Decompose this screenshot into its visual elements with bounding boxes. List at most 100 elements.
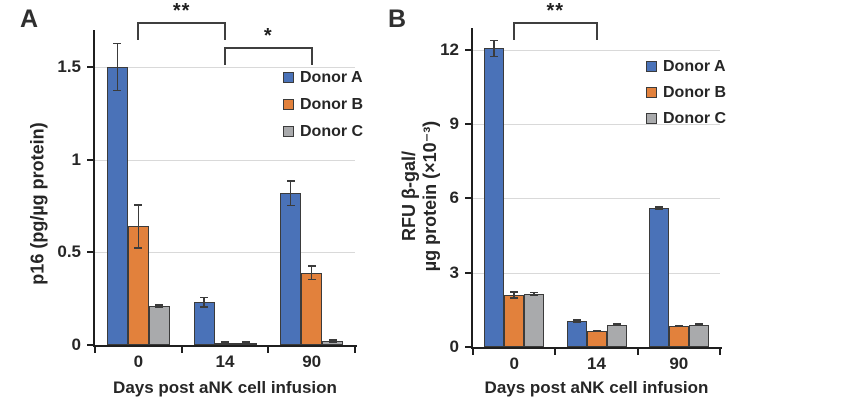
error-bar-cap [221, 341, 229, 343]
error-bar [575, 319, 578, 323]
error-bar [289, 180, 292, 206]
y-axis-title: RFU β-gal/µg protein (×10⁻³) [399, 36, 441, 356]
y-tick-label: 0 [449, 337, 459, 356]
y-axis-tick [87, 344, 93, 346]
significance-label: * [263, 25, 273, 47]
error-bar-cap [694, 324, 703, 326]
legend-item: Donor B [283, 96, 373, 117]
error-bar [116, 42, 119, 92]
legend-label: Donor C [300, 123, 364, 140]
significance-bracket-tick [224, 22, 226, 40]
x-axis-title: Days post aNK cell infusion [113, 378, 337, 397]
y-tick-label: 0 [71, 335, 81, 354]
error-bar-cap [490, 55, 499, 57]
legend-label: Donor B [300, 96, 364, 113]
error-bar-cap [592, 330, 601, 333]
bar-donor-b-day-14 [586, 330, 607, 347]
error-bar-cap [674, 325, 683, 328]
x-axis-tick [554, 349, 557, 355]
x-tick-label: 0 [509, 354, 519, 373]
y-tick-label: 1.5 [57, 57, 81, 76]
x-axis-tick [472, 349, 474, 355]
error-bar-cap [328, 339, 337, 341]
significance-bracket-tick [137, 22, 140, 40]
error-bar [310, 265, 313, 281]
bar-donor-c-day-14 [606, 324, 627, 347]
error-bar-cap [572, 319, 581, 321]
y-tick-label: 0.5 [57, 242, 81, 262]
x-tick-label: 90 [669, 354, 689, 373]
error-bar [245, 341, 247, 345]
y-axis-tick [465, 48, 471, 51]
bar-donor-b-day-90 [668, 325, 689, 347]
legend-label: Donor A [300, 69, 363, 86]
bar-donor-c-day-90 [688, 324, 709, 347]
error-bar-cap [242, 341, 250, 343]
error-bar-cap [510, 297, 519, 299]
error-bar-cap [674, 324, 683, 327]
x-axis-tick [94, 347, 96, 353]
y-axis-tick [87, 251, 93, 254]
significance-bracket-tick [224, 47, 226, 65]
error-bar-cap [286, 204, 295, 206]
error-bar-cap [200, 306, 208, 308]
error-bar-cap [307, 278, 316, 281]
significance-bracket [224, 47, 313, 49]
x-axis-tick [719, 349, 721, 355]
y-tick-label: 3 [449, 262, 459, 282]
gridline [95, 252, 355, 254]
error-bar-cap [221, 343, 229, 345]
y-axis-title-line: µg protein (×10⁻³) [420, 120, 440, 272]
y-axis-tick [465, 271, 471, 274]
error-bar [513, 291, 515, 299]
error-bar-cap [307, 265, 316, 267]
error-bar-cap [200, 296, 208, 299]
error-bar-cap [510, 291, 519, 293]
y-axis-tick [465, 346, 471, 348]
bar-donor-b-day-0 [504, 294, 525, 347]
significance-label: ** [172, 0, 191, 22]
gridline [95, 67, 355, 68]
error-bar-cap [694, 323, 703, 325]
significance-bracket [137, 22, 226, 24]
y-axis-line [93, 30, 95, 347]
x-tick-label: 90 [302, 352, 322, 371]
x-tick-label: 14 [215, 352, 235, 371]
error-bar-cap [612, 323, 621, 325]
error-bar-cap [113, 89, 122, 92]
significance-label: ** [546, 0, 565, 22]
legend-item: Donor B [646, 84, 736, 105]
error-bar-cap [328, 341, 337, 344]
y-tick-label: 6 [449, 188, 459, 208]
error-bar-cap [530, 291, 539, 294]
legend-swatch-icon [646, 61, 657, 72]
legend-swatch-icon [646, 113, 657, 124]
error-bar [224, 341, 226, 345]
error-bar [158, 304, 161, 308]
legend-swatch-icon [283, 99, 294, 110]
x-axis-title: Days post aNK cell infusion [484, 378, 709, 397]
error-bar-cap [134, 247, 143, 249]
error-bar-cap [134, 204, 143, 206]
x-tick-label: 0 [133, 352, 144, 371]
y-axis-line [471, 28, 473, 349]
legend-item: Donor A [283, 69, 373, 90]
error-bar-cap [286, 180, 295, 182]
significance-bracket-tick [595, 22, 598, 40]
error-bar [658, 206, 660, 211]
y-axis-tick [87, 66, 93, 68]
error-bar [493, 39, 495, 57]
legend-swatch-icon [646, 87, 657, 98]
error-bar-cap [490, 39, 499, 42]
bar-donor-c-day-0 [524, 293, 545, 347]
error-bar [137, 204, 140, 249]
gridline [95, 159, 355, 161]
y-tick-label: 9 [449, 113, 459, 133]
gridline [473, 49, 720, 51]
error-bar-cap [654, 208, 663, 211]
significance-bracket [513, 22, 598, 24]
error-bar [203, 296, 205, 308]
